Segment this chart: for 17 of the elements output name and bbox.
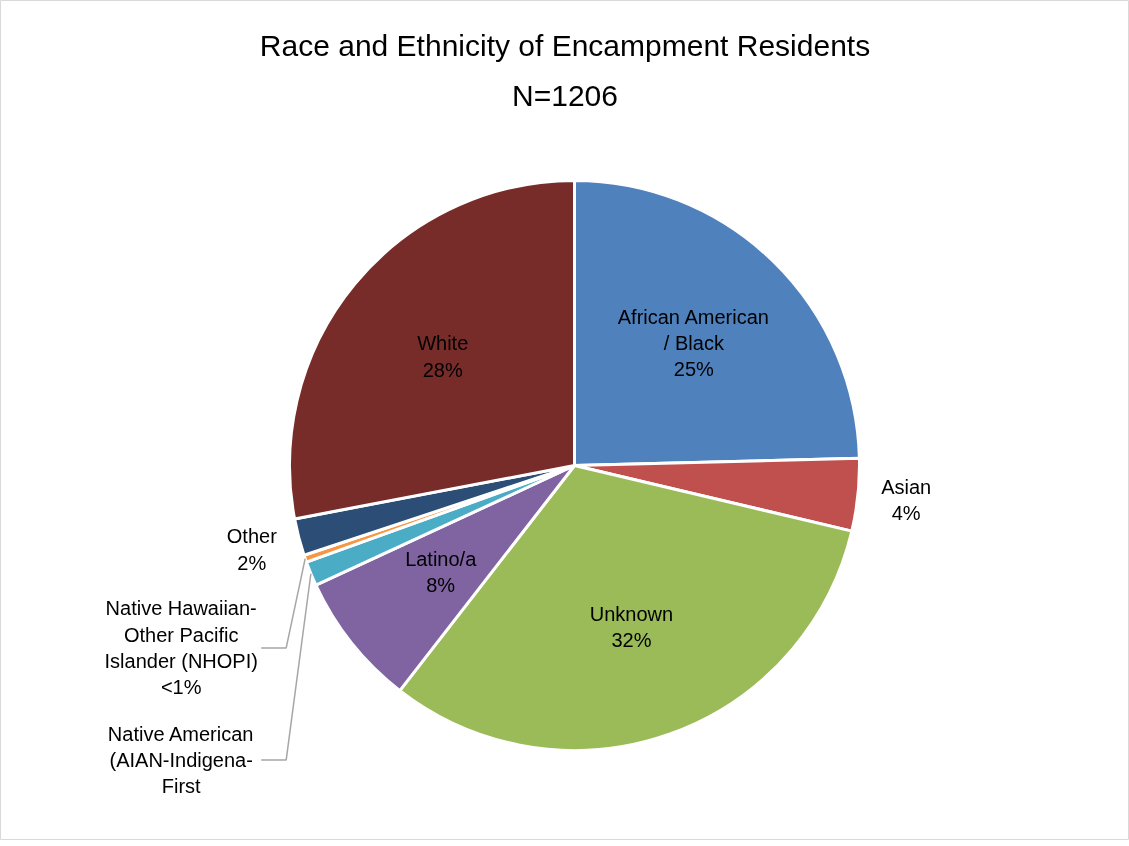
data-label: <1% bbox=[160, 676, 202, 699]
slice-label: African American / Black bbox=[617, 305, 769, 355]
slice-label: Latino/a bbox=[405, 547, 478, 570]
data-label: 32% bbox=[611, 628, 652, 651]
data-label: 25% bbox=[673, 358, 715, 381]
slice-label: Native American (AIAN-Indigena-First bbox=[107, 722, 254, 798]
data-label: 4% bbox=[891, 502, 921, 525]
slice-label: White bbox=[417, 332, 469, 355]
data-label: 28% bbox=[422, 358, 463, 381]
slice-label: Asian bbox=[881, 475, 932, 498]
slice-label: Unknown bbox=[589, 602, 674, 625]
chart-title: Race and Ethnicity of Encampment Residents bbox=[259, 29, 871, 62]
chart-subtitle: N=1206 bbox=[512, 79, 618, 112]
data-label: 2% bbox=[237, 551, 267, 574]
data-label: 8% bbox=[426, 574, 456, 597]
slice-label: Other bbox=[226, 525, 278, 548]
slice-label: Native Hawaiian-Other Pacific Islander (NHOPI) bbox=[104, 597, 258, 673]
